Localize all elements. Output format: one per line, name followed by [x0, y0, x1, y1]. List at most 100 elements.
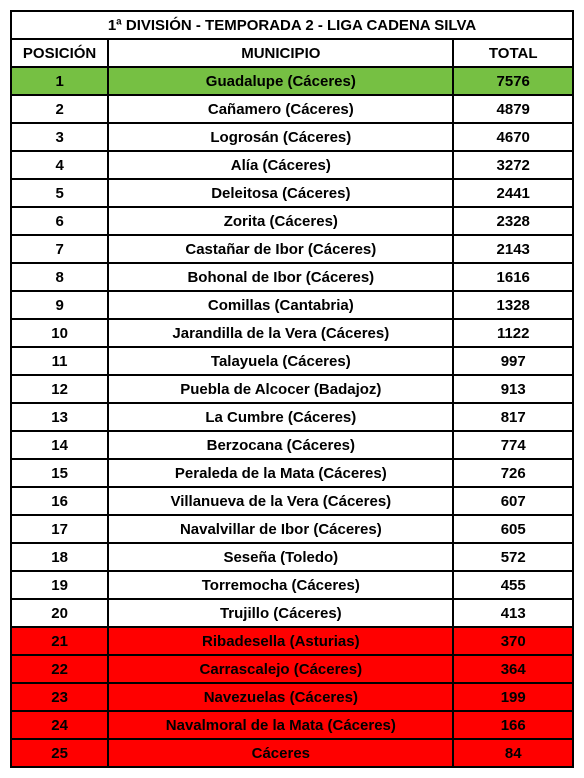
cell-posicion: 11 [11, 347, 108, 375]
cell-municipio: Alía (Cáceres) [108, 151, 453, 179]
cell-municipio: Ribadesella (Asturias) [108, 627, 453, 655]
cell-total: 84 [453, 739, 573, 767]
cell-posicion: 5 [11, 179, 108, 207]
cell-posicion: 13 [11, 403, 108, 431]
table-row: 2Cañamero (Cáceres)4879 [11, 95, 573, 123]
cell-municipio: Zorita (Cáceres) [108, 207, 453, 235]
cell-posicion: 15 [11, 459, 108, 487]
header-municipio: MUNICIPIO [108, 39, 453, 67]
table-row: 5Deleitosa (Cáceres)2441 [11, 179, 573, 207]
cell-municipio: Comillas (Cantabria) [108, 291, 453, 319]
table-row: 8Bohonal de Ibor (Cáceres)1616 [11, 263, 573, 291]
cell-municipio: La Cumbre (Cáceres) [108, 403, 453, 431]
header-posicion: POSICIÓN [11, 39, 108, 67]
cell-posicion: 19 [11, 571, 108, 599]
cell-municipio: Villanueva de la Vera (Cáceres) [108, 487, 453, 515]
cell-total: 166 [453, 711, 573, 739]
table-row: 1Guadalupe (Cáceres)7576 [11, 67, 573, 95]
cell-posicion: 25 [11, 739, 108, 767]
cell-total: 364 [453, 655, 573, 683]
cell-municipio: Berzocana (Cáceres) [108, 431, 453, 459]
standings-table: 1ª DIVISIÓN - TEMPORADA 2 - LIGA CADENA … [10, 10, 574, 768]
cell-municipio: Cañamero (Cáceres) [108, 95, 453, 123]
table-row: 17Navalvillar de Ibor (Cáceres)605 [11, 515, 573, 543]
table-row: 11Talayuela (Cáceres)997 [11, 347, 573, 375]
cell-total: 2143 [453, 235, 573, 263]
cell-total: 913 [453, 375, 573, 403]
cell-total: 1616 [453, 263, 573, 291]
table-row: 9Comillas (Cantabria)1328 [11, 291, 573, 319]
table-title: 1ª DIVISIÓN - TEMPORADA 2 - LIGA CADENA … [11, 11, 573, 39]
cell-municipio: Navezuelas (Cáceres) [108, 683, 453, 711]
cell-municipio: Navalvillar de Ibor (Cáceres) [108, 515, 453, 543]
cell-municipio: Navalmoral de la Mata (Cáceres) [108, 711, 453, 739]
table-row: 16Villanueva de la Vera (Cáceres)607 [11, 487, 573, 515]
cell-municipio: Cáceres [108, 739, 453, 767]
cell-municipio: Talayuela (Cáceres) [108, 347, 453, 375]
table-row: 10Jarandilla de la Vera (Cáceres)1122 [11, 319, 573, 347]
header-row: POSICIÓN MUNICIPIO TOTAL [11, 39, 573, 67]
cell-posicion: 17 [11, 515, 108, 543]
cell-municipio: Trujillo (Cáceres) [108, 599, 453, 627]
cell-total: 774 [453, 431, 573, 459]
table-row: 25Cáceres84 [11, 739, 573, 767]
cell-total: 413 [453, 599, 573, 627]
cell-total: 997 [453, 347, 573, 375]
cell-municipio: Guadalupe (Cáceres) [108, 67, 453, 95]
cell-posicion: 14 [11, 431, 108, 459]
cell-total: 607 [453, 487, 573, 515]
cell-total: 3272 [453, 151, 573, 179]
cell-posicion: 4 [11, 151, 108, 179]
table-row: 4Alía (Cáceres)3272 [11, 151, 573, 179]
table-row: 15Peraleda de la Mata (Cáceres)726 [11, 459, 573, 487]
cell-municipio: Puebla de Alcocer (Badajoz) [108, 375, 453, 403]
cell-municipio: Peraleda de la Mata (Cáceres) [108, 459, 453, 487]
cell-municipio: Seseña (Toledo) [108, 543, 453, 571]
cell-posicion: 20 [11, 599, 108, 627]
cell-posicion: 10 [11, 319, 108, 347]
cell-total: 199 [453, 683, 573, 711]
cell-municipio: Logrosán (Cáceres) [108, 123, 453, 151]
table-row: 3Logrosán (Cáceres)4670 [11, 123, 573, 151]
cell-total: 7576 [453, 67, 573, 95]
cell-municipio: Bohonal de Ibor (Cáceres) [108, 263, 453, 291]
cell-posicion: 6 [11, 207, 108, 235]
table-row: 6Zorita (Cáceres)2328 [11, 207, 573, 235]
cell-posicion: 1 [11, 67, 108, 95]
cell-posicion: 21 [11, 627, 108, 655]
cell-municipio: Jarandilla de la Vera (Cáceres) [108, 319, 453, 347]
table-row: 7Castañar de Ibor (Cáceres)2143 [11, 235, 573, 263]
cell-total: 455 [453, 571, 573, 599]
title-row: 1ª DIVISIÓN - TEMPORADA 2 - LIGA CADENA … [11, 11, 573, 39]
cell-posicion: 12 [11, 375, 108, 403]
header-total: TOTAL [453, 39, 573, 67]
cell-total: 572 [453, 543, 573, 571]
cell-total: 4670 [453, 123, 573, 151]
cell-total: 1122 [453, 319, 573, 347]
cell-posicion: 18 [11, 543, 108, 571]
cell-posicion: 7 [11, 235, 108, 263]
cell-total: 2441 [453, 179, 573, 207]
table-row: 18Seseña (Toledo)572 [11, 543, 573, 571]
cell-posicion: 8 [11, 263, 108, 291]
cell-total: 4879 [453, 95, 573, 123]
cell-posicion: 22 [11, 655, 108, 683]
cell-municipio: Deleitosa (Cáceres) [108, 179, 453, 207]
table-row: 21Ribadesella (Asturias)370 [11, 627, 573, 655]
table-row: 20Trujillo (Cáceres)413 [11, 599, 573, 627]
table-row: 22Carrascalejo (Cáceres)364 [11, 655, 573, 683]
cell-posicion: 16 [11, 487, 108, 515]
cell-total: 726 [453, 459, 573, 487]
cell-municipio: Carrascalejo (Cáceres) [108, 655, 453, 683]
table-row: 19Torremocha (Cáceres)455 [11, 571, 573, 599]
table-row: 12Puebla de Alcocer (Badajoz)913 [11, 375, 573, 403]
table-row: 23Navezuelas (Cáceres)199 [11, 683, 573, 711]
cell-total: 1328 [453, 291, 573, 319]
cell-total: 817 [453, 403, 573, 431]
cell-posicion: 24 [11, 711, 108, 739]
table-row: 14Berzocana (Cáceres)774 [11, 431, 573, 459]
table-row: 24Navalmoral de la Mata (Cáceres)166 [11, 711, 573, 739]
cell-total: 2328 [453, 207, 573, 235]
cell-total: 605 [453, 515, 573, 543]
cell-total: 370 [453, 627, 573, 655]
